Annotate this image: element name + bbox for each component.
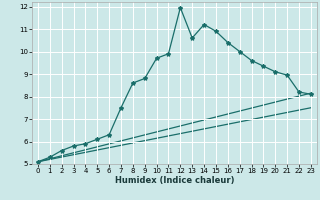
X-axis label: Humidex (Indice chaleur): Humidex (Indice chaleur) [115,176,234,185]
